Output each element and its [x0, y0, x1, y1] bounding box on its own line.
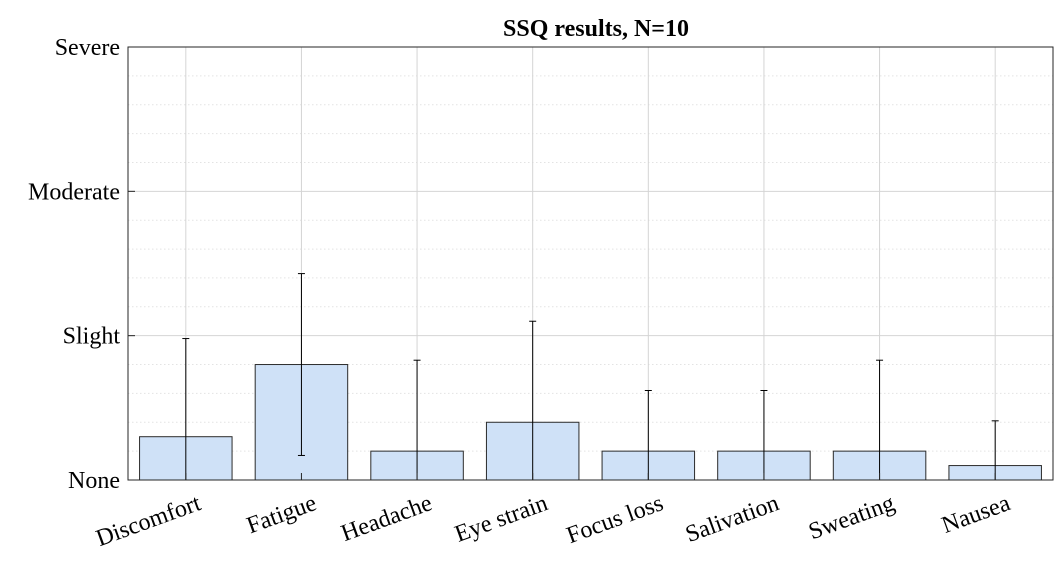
y-tick-label: Slight	[63, 324, 121, 350]
x-tick-label: Discomfort	[93, 490, 205, 552]
error-bar	[413, 359, 421, 480]
error-bar	[297, 273, 305, 456]
error-bars	[182, 273, 999, 480]
x-tick-label: Nausea	[938, 490, 1014, 539]
error-bar	[991, 420, 999, 480]
x-tick-label: Focus loss	[563, 490, 667, 549]
chart-title: SSQ results, N=10	[503, 16, 689, 42]
error-bar	[644, 390, 652, 480]
y-tick-label: None	[68, 468, 120, 494]
x-tick-labels: Discomfort Fatigue Headache Eye strain Focus…	[93, 490, 1014, 552]
x-tick-label: Eye strain	[452, 490, 552, 547]
x-tick-label: Headache	[338, 490, 436, 547]
x-tick-label: Sweating	[805, 490, 898, 545]
y-tick-label: Moderate	[28, 179, 120, 205]
bars	[139, 364, 1042, 481]
y-tick-labels: None Slight Moderate Severe	[28, 35, 120, 494]
axes	[127, 46, 1054, 481]
y-tick-label: Severe	[55, 35, 120, 61]
error-bar	[760, 390, 768, 480]
error-bar	[182, 338, 190, 480]
error-bar	[529, 320, 537, 480]
axes-box	[127, 46, 1054, 481]
x-tick-label: Salivation	[682, 490, 782, 548]
error-bar	[876, 359, 884, 480]
x-tick-label: Fatigue	[243, 490, 320, 539]
